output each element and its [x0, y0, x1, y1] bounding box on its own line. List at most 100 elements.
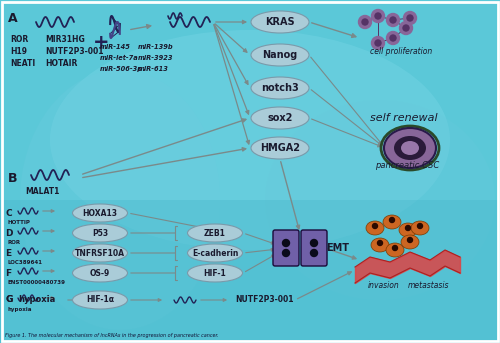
Text: P53: P53: [92, 228, 108, 237]
Text: miR-let-7a: miR-let-7a: [100, 55, 139, 61]
Circle shape: [310, 249, 318, 257]
Ellipse shape: [50, 30, 450, 250]
Text: MALAT1: MALAT1: [25, 188, 59, 197]
Text: ROR: ROR: [8, 240, 21, 246]
Ellipse shape: [386, 243, 404, 257]
Text: HOTTIP: HOTTIP: [8, 221, 31, 225]
Circle shape: [362, 19, 368, 25]
Text: EMT: EMT: [326, 243, 349, 253]
Text: LOC389641: LOC389641: [8, 260, 43, 265]
Ellipse shape: [411, 221, 429, 235]
Circle shape: [372, 36, 384, 49]
Text: metastasis: metastasis: [408, 281, 450, 289]
Text: +: +: [93, 33, 110, 51]
Text: hypoxia: hypoxia: [18, 296, 55, 305]
FancyBboxPatch shape: [0, 200, 500, 343]
Circle shape: [375, 40, 381, 46]
Circle shape: [418, 224, 422, 228]
Circle shape: [378, 240, 382, 246]
Text: HOTAIR: HOTAIR: [45, 59, 78, 69]
Text: miR-139b: miR-139b: [138, 44, 173, 50]
Circle shape: [390, 17, 396, 23]
Text: ENST00000480739: ENST00000480739: [8, 281, 66, 285]
Ellipse shape: [399, 223, 417, 237]
Ellipse shape: [251, 107, 309, 129]
Ellipse shape: [72, 244, 128, 262]
Text: G: G: [5, 296, 12, 305]
Ellipse shape: [265, 100, 495, 300]
Ellipse shape: [188, 244, 242, 262]
Text: self renewal: self renewal: [370, 113, 438, 123]
Circle shape: [392, 246, 398, 250]
Ellipse shape: [251, 11, 309, 33]
Ellipse shape: [401, 141, 419, 155]
Text: F: F: [5, 269, 11, 277]
Text: NUTF2P3-001: NUTF2P3-001: [45, 47, 104, 57]
Circle shape: [282, 239, 290, 247]
Text: miR-613: miR-613: [138, 66, 169, 72]
Circle shape: [372, 224, 378, 228]
Ellipse shape: [401, 235, 419, 249]
Text: miR-506-3p: miR-506-3p: [100, 66, 143, 72]
Text: NEATI: NEATI: [10, 59, 35, 69]
Text: ROR: ROR: [10, 35, 28, 45]
Circle shape: [282, 249, 290, 257]
Ellipse shape: [366, 221, 384, 235]
Circle shape: [406, 225, 410, 230]
Ellipse shape: [188, 264, 242, 282]
Ellipse shape: [394, 136, 426, 160]
Circle shape: [400, 22, 412, 35]
Text: invasion: invasion: [368, 281, 400, 289]
Circle shape: [404, 12, 416, 24]
Text: E-cadherin: E-cadherin: [192, 248, 238, 258]
Text: D: D: [5, 228, 12, 237]
Text: cell proliferation: cell proliferation: [370, 47, 432, 57]
FancyBboxPatch shape: [273, 230, 299, 266]
Text: HIF-1α: HIF-1α: [86, 296, 114, 305]
Ellipse shape: [251, 44, 309, 66]
Text: KRAS: KRAS: [265, 17, 295, 27]
Circle shape: [310, 239, 318, 247]
Text: NUTF2P3-001: NUTF2P3-001: [235, 296, 294, 305]
Text: ZEB1: ZEB1: [204, 228, 226, 237]
Circle shape: [407, 15, 413, 21]
Circle shape: [375, 13, 381, 19]
FancyBboxPatch shape: [301, 230, 327, 266]
Ellipse shape: [20, 70, 220, 330]
Circle shape: [372, 10, 384, 23]
Text: notch3: notch3: [261, 83, 299, 93]
Text: Figure 1. The molecular mechanism of lncRNAs in the progression of pancreatic ca: Figure 1. The molecular mechanism of lnc…: [5, 332, 218, 338]
Ellipse shape: [251, 77, 309, 99]
Circle shape: [403, 25, 409, 31]
Ellipse shape: [72, 204, 128, 222]
Ellipse shape: [383, 215, 401, 229]
Text: HMGA2: HMGA2: [260, 143, 300, 153]
Circle shape: [390, 217, 394, 223]
Ellipse shape: [72, 264, 128, 282]
Text: hypoxia: hypoxia: [8, 308, 32, 312]
Text: miR-3923: miR-3923: [138, 55, 173, 61]
Text: OS-9: OS-9: [90, 269, 110, 277]
Text: Nanog: Nanog: [262, 50, 298, 60]
Text: HIF-1: HIF-1: [204, 269, 227, 277]
Circle shape: [386, 13, 400, 26]
Text: B: B: [8, 172, 18, 185]
Ellipse shape: [251, 137, 309, 159]
Text: TNFRSF10A: TNFRSF10A: [75, 248, 125, 258]
Text: C: C: [5, 209, 12, 217]
Text: MIR31HG: MIR31HG: [45, 35, 85, 45]
Text: H19: H19: [10, 47, 27, 57]
Circle shape: [386, 32, 400, 45]
Ellipse shape: [384, 128, 436, 168]
Circle shape: [408, 237, 412, 243]
Ellipse shape: [371, 238, 389, 252]
Text: pancreatic CSC: pancreatic CSC: [375, 161, 440, 169]
Text: E: E: [5, 248, 11, 258]
Ellipse shape: [72, 224, 128, 242]
Text: HOXA13: HOXA13: [82, 209, 118, 217]
Circle shape: [390, 35, 396, 41]
Ellipse shape: [72, 291, 128, 309]
Text: miR-145: miR-145: [100, 44, 131, 50]
Text: A: A: [8, 12, 18, 24]
Text: G: G: [5, 296, 12, 305]
